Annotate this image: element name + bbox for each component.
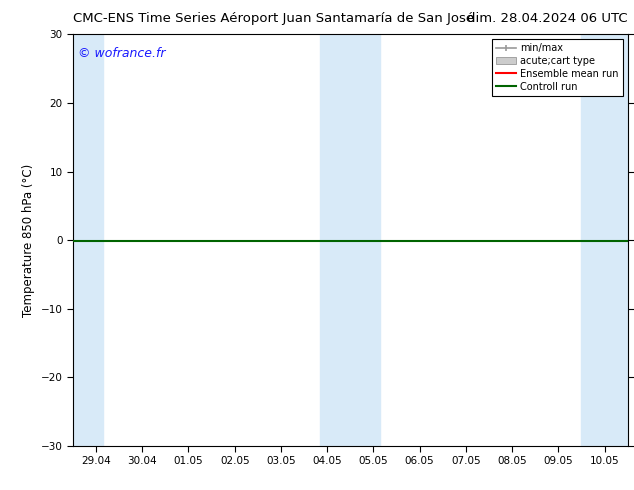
Y-axis label: Temperature 850 hPa (°C): Temperature 850 hPa (°C)	[22, 164, 35, 317]
Bar	[581, 34, 628, 446]
Text: CMC-ENS Time Series Aéroport Juan Santamaría de San José: CMC-ENS Time Series Aéroport Juan Santam…	[73, 12, 474, 25]
Text: dim. 28.04.2024 06 UTC: dim. 28.04.2024 06 UTC	[467, 12, 628, 25]
Bar	[320, 34, 380, 446]
Legend: min/max, acute;cart type, Ensemble mean run, Controll run: min/max, acute;cart type, Ensemble mean …	[492, 39, 623, 96]
Text: © wofrance.fr: © wofrance.fr	[79, 47, 166, 60]
Bar	[73, 34, 103, 446]
